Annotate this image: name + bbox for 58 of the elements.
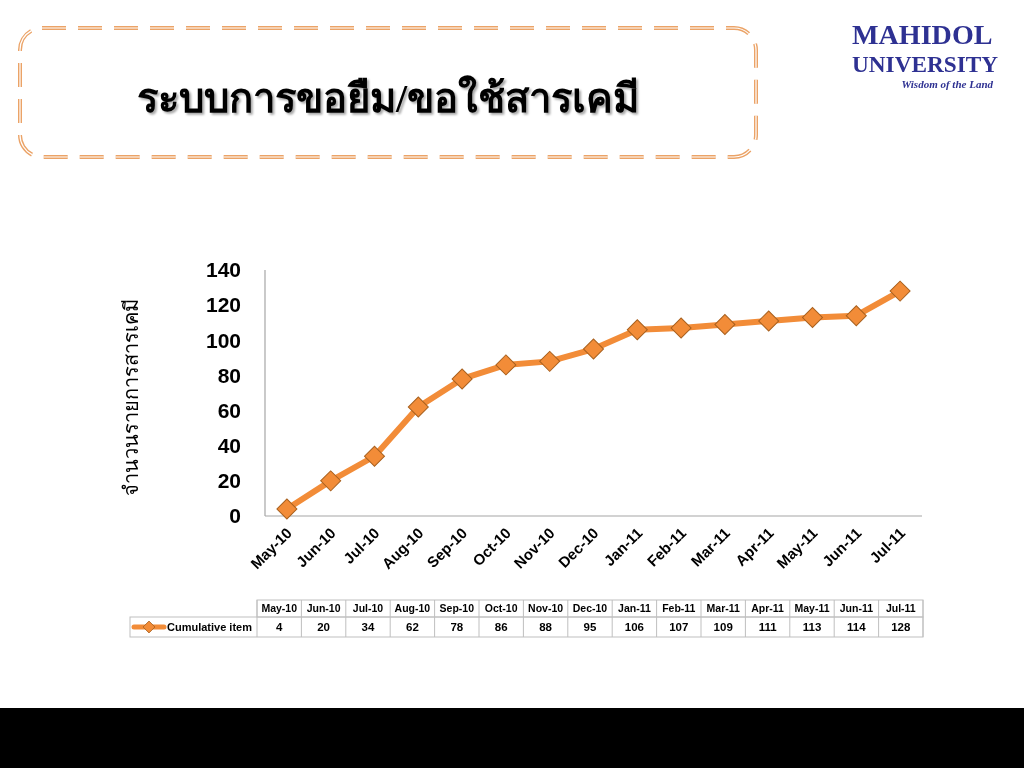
point (670, 317, 692, 339)
category-label: Aug-10 (394, 602, 431, 615)
y-tick-label: 120 (205, 293, 241, 317)
category-label: May-10 (261, 602, 297, 615)
text: Wisdom of the Land (901, 78, 994, 90)
category-label: Apr-11 (751, 602, 784, 615)
y-tick-label: 40 (217, 434, 241, 458)
point (626, 319, 648, 341)
point (407, 396, 429, 418)
point (320, 470, 342, 492)
point (276, 498, 298, 520)
category-label: May-11 (794, 602, 830, 615)
data-label: 109 (713, 621, 733, 634)
data-label: 78 (450, 621, 464, 634)
category-label: Sep-10 (439, 602, 475, 615)
category-label: Jul-10 (352, 602, 384, 615)
data-label: 128 (891, 621, 911, 634)
data-label: 34 (361, 621, 375, 634)
data-label: 113 (802, 621, 822, 634)
y-tick-label: 140 (205, 258, 241, 282)
data-label: 62 (406, 621, 419, 634)
point (495, 354, 517, 376)
point (845, 305, 867, 327)
legend-label: Cumulative item (167, 620, 253, 633)
y-tick-label: 60 (217, 398, 241, 422)
category-label: Jun-11 (839, 602, 874, 615)
category-label: Nov-10 (528, 602, 564, 615)
y-tick-label: 100 (205, 328, 241, 352)
point (364, 445, 385, 467)
category-label: Oct-10 (484, 602, 518, 615)
point (889, 280, 911, 302)
category-label: Jul-11 (885, 602, 916, 615)
point (451, 368, 473, 390)
data-label: 4 (276, 621, 283, 634)
category-label: Jun-10 (306, 602, 341, 615)
category-label: Mar-11 (706, 602, 740, 615)
point (802, 306, 823, 328)
data-label: 107 (669, 621, 689, 634)
data-label: 95 (583, 621, 597, 634)
data-label: 114 (847, 621, 867, 634)
y-axis-title: จำนวนรายการสารเคมี (119, 298, 143, 496)
chart-title: ระบบการขอยืม/ขอใช้สารเคมี (136, 75, 640, 121)
data-label: 106 (624, 621, 644, 634)
data-label: 86 (494, 621, 508, 634)
point (714, 313, 736, 335)
category-label: Feb-11 (662, 602, 696, 615)
category-label: Jan-11 (618, 602, 651, 615)
text: MAHIDOL UNIVERSITY (852, 19, 999, 77)
point (758, 310, 780, 332)
data-label: 111 (758, 621, 778, 634)
category-label: Dec-10 (572, 602, 608, 615)
point (539, 350, 561, 372)
y-tick-label: 20 (217, 469, 241, 493)
data-label: 20 (317, 621, 330, 634)
y-tick-label: 0 (229, 504, 241, 528)
y-tick-label: 80 (217, 363, 241, 387)
data-label: 88 (539, 621, 553, 634)
point (583, 338, 604, 360)
